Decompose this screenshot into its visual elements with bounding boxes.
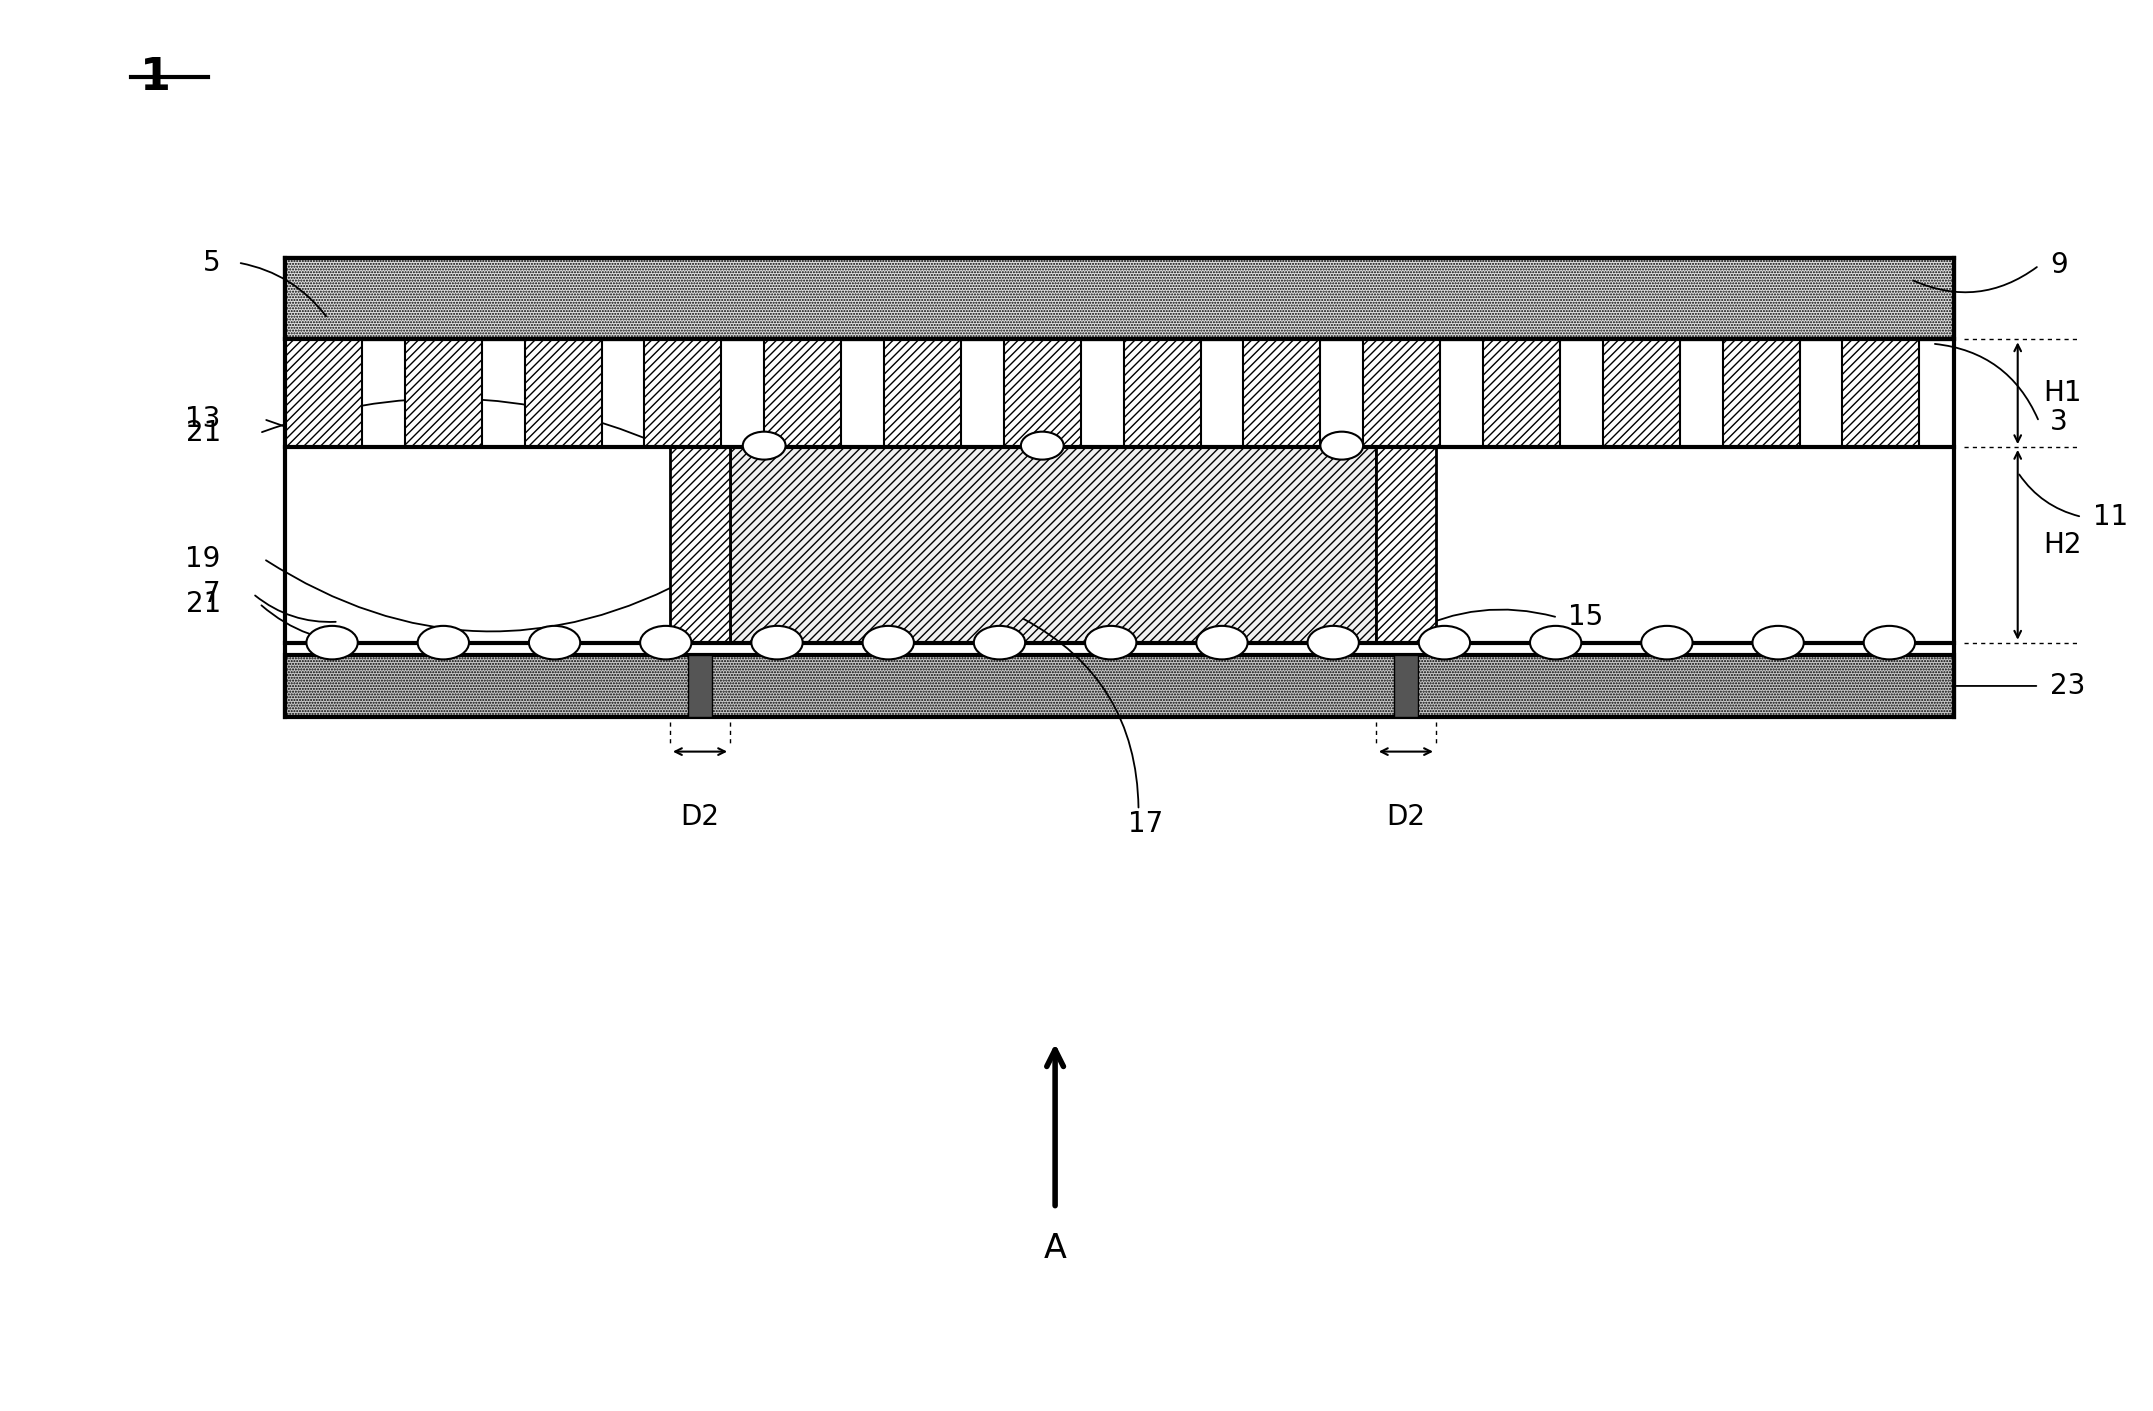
- Circle shape: [973, 626, 1025, 659]
- Circle shape: [751, 626, 803, 659]
- Circle shape: [639, 626, 691, 659]
- Text: 15: 15: [1570, 604, 1604, 632]
- Text: D2: D2: [1387, 803, 1425, 831]
- Polygon shape: [284, 340, 362, 447]
- Text: 21: 21: [185, 419, 222, 447]
- Polygon shape: [885, 340, 960, 447]
- Polygon shape: [405, 340, 482, 447]
- Circle shape: [1307, 626, 1359, 659]
- Text: 11: 11: [2093, 502, 2127, 531]
- Circle shape: [1085, 626, 1137, 659]
- Polygon shape: [1242, 340, 1320, 447]
- Text: D2: D2: [680, 803, 719, 831]
- Circle shape: [743, 432, 786, 460]
- Polygon shape: [1843, 340, 1918, 447]
- Text: 17: 17: [1128, 810, 1163, 838]
- Polygon shape: [1124, 340, 1201, 447]
- Polygon shape: [284, 258, 1953, 340]
- Text: 21: 21: [185, 590, 222, 618]
- Polygon shape: [670, 447, 730, 642]
- Text: 13: 13: [185, 405, 222, 433]
- Circle shape: [1021, 432, 1064, 460]
- Text: 19: 19: [185, 545, 222, 573]
- Polygon shape: [1602, 340, 1679, 447]
- Text: 9: 9: [2050, 251, 2067, 279]
- Circle shape: [418, 626, 469, 659]
- Text: H2: H2: [2043, 531, 2082, 559]
- Circle shape: [1419, 626, 1470, 659]
- Text: 7: 7: [202, 580, 222, 608]
- Polygon shape: [525, 340, 601, 447]
- Text: 1: 1: [140, 56, 170, 99]
- Bar: [1395, 655, 1417, 717]
- Text: 3: 3: [2050, 408, 2067, 436]
- Text: 5: 5: [202, 248, 222, 277]
- Polygon shape: [1003, 340, 1081, 447]
- Polygon shape: [764, 340, 842, 447]
- Circle shape: [1531, 626, 1580, 659]
- Circle shape: [306, 626, 357, 659]
- Polygon shape: [284, 655, 1953, 717]
- Circle shape: [1197, 626, 1247, 659]
- Polygon shape: [1363, 340, 1440, 447]
- Text: 23: 23: [2050, 672, 2084, 700]
- Circle shape: [1641, 626, 1692, 659]
- Polygon shape: [1376, 447, 1436, 642]
- Polygon shape: [644, 340, 721, 447]
- Circle shape: [863, 626, 913, 659]
- Bar: [689, 655, 713, 717]
- Text: A: A: [1044, 1232, 1066, 1266]
- Circle shape: [1753, 626, 1804, 659]
- Circle shape: [530, 626, 579, 659]
- Circle shape: [1320, 432, 1363, 460]
- Text: H1: H1: [2043, 380, 2082, 408]
- Polygon shape: [1722, 340, 1800, 447]
- Polygon shape: [730, 447, 1376, 642]
- Circle shape: [1864, 626, 1914, 659]
- Polygon shape: [1483, 340, 1561, 447]
